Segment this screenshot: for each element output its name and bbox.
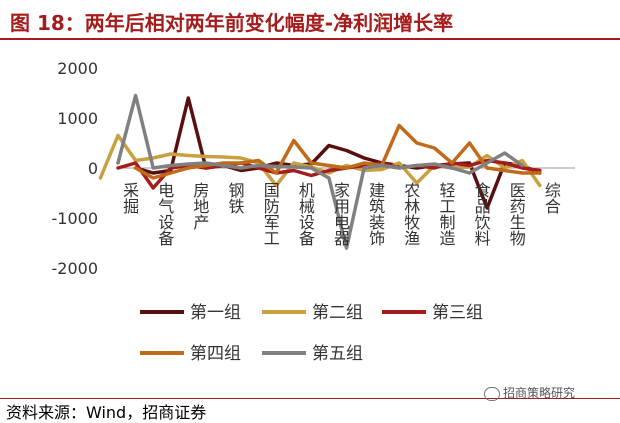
watermark: 招商策略研究 (484, 384, 575, 401)
x-tick-label-3: 钢铁 (226, 182, 245, 214)
series-line-2 (98, 133, 542, 188)
x-tick-label-9: 轻工制造 (436, 182, 455, 246)
legend-label-3: 第三组 (432, 303, 483, 323)
legend-label-2: 第二组 (312, 303, 363, 323)
wechat-icon (484, 386, 500, 401)
y-tick-label-3: -1000 (52, 209, 99, 228)
y-tick-label-4: -2000 (52, 259, 99, 278)
y-tick-label-2: 0 (88, 159, 98, 178)
x-tick-label-10: 食品饮料 (472, 182, 491, 246)
x-tick-label-12: 综合 (542, 182, 561, 214)
x-tick-label-7: 建筑装饰 (366, 182, 385, 246)
x-tick-label-4: 国防军工 (261, 182, 280, 246)
line-chart: 2000 1000 0 -1000 -2000 采掘 电气设备 房地产 钢铁 国防军工 机械设备 家用… (52, 59, 575, 364)
y-tick-label-1: 1000 (57, 109, 98, 128)
title-rule (0, 38, 620, 40)
x-tick-label-6: 家用电器 (331, 182, 350, 246)
watermark-text: 招商策略研究 (503, 386, 576, 400)
x-tick-label-8: 农林牧渔 (401, 182, 420, 246)
x-tick-label-2: 房地产 (190, 182, 209, 230)
legend-label-1: 第一组 (190, 303, 241, 323)
footer-rule (0, 398, 620, 399)
series-line-4 (133, 123, 542, 180)
legend-label-4: 第四组 (190, 344, 241, 364)
x-tick-label-11: 医药生物 (507, 182, 526, 247)
legend-label-5: 第五组 (312, 344, 363, 364)
page-title: 图 18：两年后相对两年前变化幅度-净利润增长率 (10, 11, 454, 35)
title-bar: 图 18：两年后相对两年前变化幅度-净利润增长率 (0, 0, 620, 40)
x-tick-label-0: 采掘 (120, 182, 139, 215)
y-tick-label-0: 2000 (57, 59, 98, 78)
series-line-5 (116, 93, 525, 250)
source-note: 资料来源：Wind，招商证券 (6, 403, 207, 422)
x-tick-label-5: 机械设备 (296, 182, 315, 246)
x-tick-label-1: 电气设备 (155, 182, 174, 246)
